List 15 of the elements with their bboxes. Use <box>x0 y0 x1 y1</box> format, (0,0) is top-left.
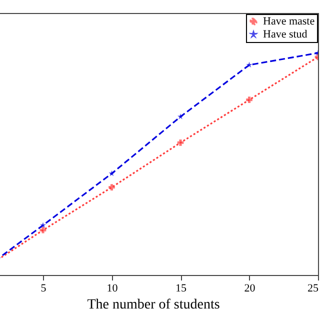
point <box>246 62 252 68</box>
x-tick-label: 15 <box>176 282 187 294</box>
point <box>108 170 115 176</box>
x-tick-label: 25 <box>308 282 319 294</box>
x-axis-title: The number of students <box>87 298 220 312</box>
point <box>40 226 46 234</box>
x-tick-label: 5 <box>40 282 47 294</box>
x-tick-label: 20 <box>244 282 256 294</box>
point <box>246 96 252 103</box>
legend-label: Have stud <box>263 28 308 40</box>
point <box>108 184 115 190</box>
point <box>177 140 184 146</box>
point <box>177 114 184 120</box>
x-tick-label: 10 <box>106 282 118 294</box>
legend-label: Have maste <box>263 16 315 28</box>
